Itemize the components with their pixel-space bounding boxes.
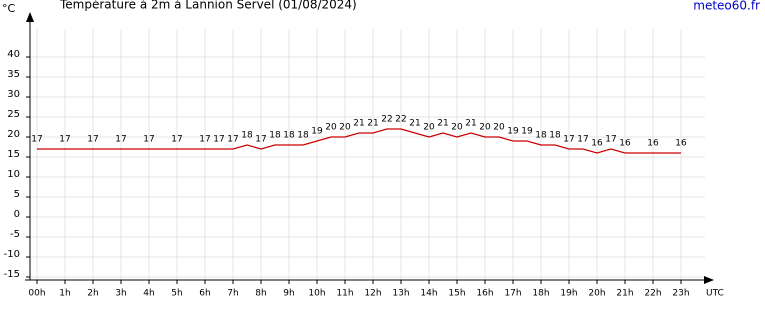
y-tick-label: 15 (7, 149, 20, 160)
data-label: 21 (465, 119, 476, 129)
x-tick-label: 16h (476, 289, 493, 299)
data-label: 22 (381, 115, 392, 125)
data-label: 17 (171, 135, 182, 145)
temperature-line (37, 128, 681, 154)
data-label: 19 (521, 127, 533, 137)
data-label: 21 (409, 119, 420, 129)
data-label: 18 (549, 131, 561, 141)
data-label: 19 (311, 127, 323, 137)
data-label: 18 (297, 131, 309, 141)
y-tick-label: 5 (14, 189, 20, 200)
x-tick-label: 22h (644, 289, 661, 299)
x-tick-label: 9h (283, 289, 294, 299)
x-tick-label: 15h (448, 289, 465, 299)
data-label: 17 (563, 135, 574, 145)
data-label: 19 (507, 127, 519, 137)
data-label: 21 (353, 119, 364, 129)
y-tick-label: -10 (4, 249, 20, 260)
data-label: 17 (59, 135, 70, 145)
x-tick-label: 00h (28, 289, 45, 299)
x-tick-label: 4h (143, 289, 154, 299)
data-label: 16 (619, 139, 631, 149)
data-label: 17 (143, 135, 154, 145)
data-label: 16 (647, 139, 659, 149)
x-axis-arrow (704, 276, 714, 284)
data-label: 16 (675, 139, 687, 149)
data-label: 17 (87, 135, 98, 145)
y-axis-arrow (26, 12, 34, 22)
y-tick-label: 25 (7, 109, 20, 120)
x-tick-label: 7h (227, 289, 238, 299)
data-label: 20 (451, 123, 463, 133)
x-tick-label: 5h (171, 289, 182, 299)
data-label: 18 (535, 131, 547, 141)
data-label: 21 (367, 119, 378, 129)
data-label: 17 (199, 135, 210, 145)
x-tick-label: 2h (87, 289, 98, 299)
y-tick-label: 20 (7, 129, 20, 140)
data-label: 17 (31, 135, 42, 145)
x-tick-label: 21h (616, 289, 633, 299)
data-label: 17 (227, 135, 238, 145)
x-tick-label: 14h (420, 289, 437, 299)
grid (30, 29, 705, 280)
y-tick-label: 0 (14, 209, 20, 220)
data-label: 20 (339, 123, 351, 133)
y-tick-label: 30 (7, 89, 20, 100)
data-label: 20 (479, 123, 491, 133)
x-tick-label: 1h (59, 289, 70, 299)
data-label: 18 (241, 131, 253, 141)
x-tick-label: 12h (364, 289, 381, 299)
data-label: 20 (423, 123, 435, 133)
x-tick-label: 17h (504, 289, 521, 299)
x-tick-label: 8h (255, 289, 266, 299)
y-tick-label: 10 (7, 169, 20, 180)
data-label: 20 (493, 123, 505, 133)
x-tick-label: 20h (588, 289, 605, 299)
x-tick-label: 18h (532, 289, 549, 299)
data-label: 18 (283, 131, 295, 141)
chart-title: Température à 2m à Lannion Servel (01/08… (59, 0, 357, 12)
data-label: 17 (605, 135, 616, 145)
x-tick-label: 11h (336, 289, 353, 299)
y-tick-label: 40 (7, 49, 20, 60)
x-tick-label: 23h (672, 289, 689, 299)
x-tick-label: 3h (115, 289, 126, 299)
data-label: 21 (437, 119, 448, 129)
x-unit: UTC (706, 289, 724, 299)
data-label: 22 (395, 115, 406, 125)
y-unit: °C (2, 2, 16, 15)
y-tick-label: -15 (4, 269, 20, 280)
y-tick-label: -5 (10, 229, 20, 240)
data-label: 20 (325, 123, 337, 133)
x-tick-label: 19h (560, 289, 577, 299)
x-tick-label: 6h (199, 289, 210, 299)
data-label: 16 (591, 139, 603, 149)
source-link[interactable]: meteo60.fr (693, 0, 760, 13)
data-label: 17 (115, 135, 126, 145)
data-label: 17 (213, 135, 224, 145)
data-label: 17 (255, 135, 266, 145)
x-tick-label: 10h (308, 289, 325, 299)
y-tick-label: 35 (7, 69, 20, 80)
x-tick-label: 13h (392, 289, 409, 299)
data-label: 17 (577, 135, 588, 145)
data-label: 18 (269, 131, 281, 141)
